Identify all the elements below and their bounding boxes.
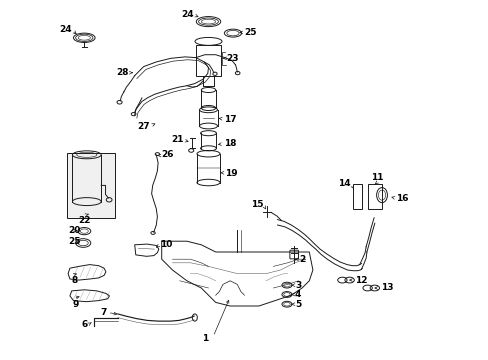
Text: 19: 19 — [224, 169, 237, 178]
Text: 7: 7 — [101, 308, 107, 317]
Text: 8: 8 — [72, 276, 78, 285]
Text: 10: 10 — [160, 240, 172, 249]
Text: 20: 20 — [68, 226, 81, 235]
Text: 11: 11 — [370, 173, 383, 182]
Text: 26: 26 — [162, 150, 174, 159]
Text: 5: 5 — [294, 300, 301, 309]
Text: 14: 14 — [337, 179, 350, 188]
Text: 2: 2 — [299, 255, 305, 264]
Text: 24: 24 — [59, 25, 72, 34]
Text: 25: 25 — [244, 28, 257, 37]
Text: 24: 24 — [181, 10, 193, 19]
Text: 12: 12 — [355, 276, 367, 284]
Text: 6: 6 — [81, 320, 88, 329]
Text: 3: 3 — [294, 281, 301, 289]
Bar — [66, 153, 115, 218]
Text: 27: 27 — [137, 122, 150, 131]
Bar — [352, 184, 361, 209]
Text: 22: 22 — [78, 216, 90, 225]
Text: 21: 21 — [170, 135, 183, 144]
Bar — [367, 184, 381, 209]
Text: 18: 18 — [223, 139, 236, 148]
Bar — [196, 45, 221, 76]
Text: 1: 1 — [202, 334, 208, 343]
Text: 13: 13 — [380, 284, 392, 292]
Text: 15: 15 — [250, 200, 263, 209]
Text: 16: 16 — [395, 194, 407, 203]
Text: 9: 9 — [73, 300, 79, 309]
Text: 28: 28 — [116, 68, 128, 77]
Text: 4: 4 — [294, 290, 301, 299]
Text: 25: 25 — [68, 238, 81, 246]
Text: 23: 23 — [226, 54, 239, 63]
Text: 17: 17 — [223, 115, 236, 124]
